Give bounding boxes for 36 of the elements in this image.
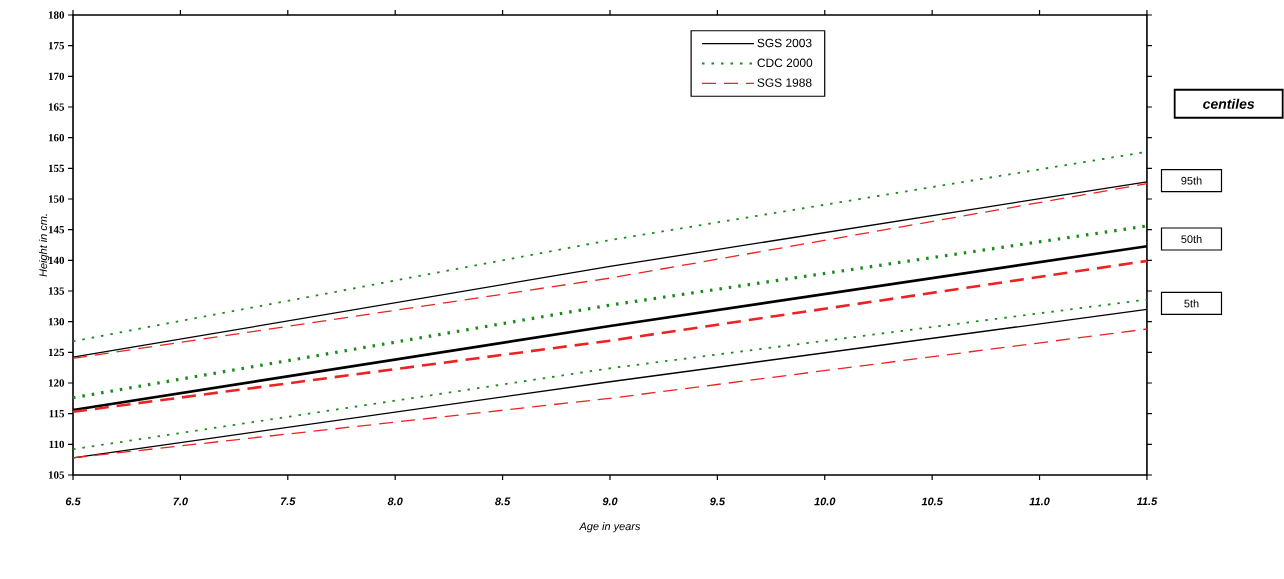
- y-tick-label: 140: [48, 256, 65, 265]
- x-tick-label: 7.5: [280, 497, 296, 506]
- x-tick-label: 9.5: [710, 497, 726, 506]
- y-tick-label: 105: [48, 471, 65, 479]
- x-tick-label: 10.5: [921, 497, 943, 506]
- y-tick-label: 150: [48, 195, 65, 203]
- x-tick-label: 7.0: [173, 497, 188, 506]
- legend-label: SGS 2003: [757, 38, 812, 48]
- y-tick-label: 125: [48, 348, 65, 356]
- y-tick-label: 135: [48, 287, 65, 295]
- y-tick-label: 120: [48, 379, 65, 387]
- y-tick-label: 110: [49, 440, 65, 449]
- y-tick-label: 175: [48, 41, 65, 50]
- x-axis-title: Age in years: [578, 522, 641, 533]
- x-tick-label: 8.0: [387, 497, 403, 506]
- y-tick-label: 160: [48, 133, 65, 142]
- x-tick-label: 11.5: [1136, 497, 1158, 506]
- x-tick-label: 10.0: [814, 497, 836, 506]
- y-axis-title: Height in cm.: [39, 214, 50, 277]
- legend-label: CDC 2000: [757, 58, 813, 68]
- x-tick-label: 8.5: [495, 497, 511, 506]
- x-tick-label: 11.0: [1029, 497, 1050, 506]
- y-tick-label: 145: [48, 225, 65, 234]
- x-tick-label: 9.0: [602, 497, 618, 506]
- legend-label: SGS 1988: [757, 78, 812, 87]
- y-tick-label: 165: [48, 103, 65, 111]
- text: 50th: [1181, 234, 1202, 244]
- x-tick-label: 6.5: [65, 497, 81, 506]
- y-tick-label: 130: [48, 317, 65, 326]
- text: 5th: [1184, 299, 1199, 308]
- text: 95th: [1181, 176, 1202, 185]
- y-tick-label: 180: [48, 11, 65, 19]
- y-tick-label: 170: [48, 72, 65, 81]
- y-tick-label: 155: [48, 164, 65, 172]
- text: centiles: [1203, 98, 1255, 109]
- y-tick-label: 115: [49, 409, 65, 418]
